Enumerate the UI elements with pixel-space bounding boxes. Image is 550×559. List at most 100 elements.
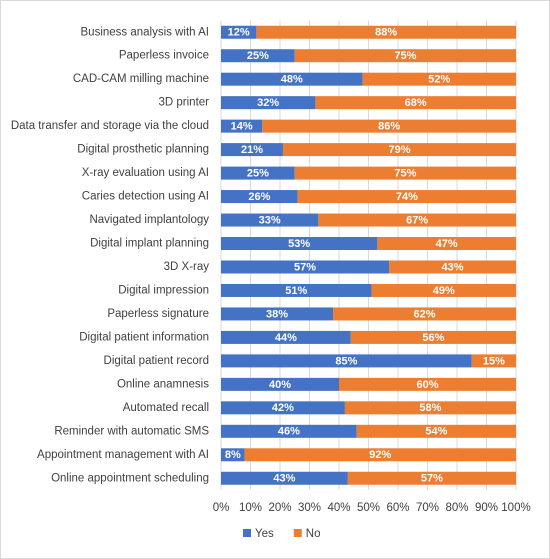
- bar-segment: [221, 283, 372, 297]
- bar-segment: [256, 25, 516, 39]
- bar-segment: [297, 190, 516, 204]
- x-tick-label: 10%: [239, 502, 262, 514]
- bar-segment: [221, 424, 357, 438]
- y-tick-label: 3D printer: [159, 97, 210, 109]
- data-label: 52%: [428, 74, 450, 86]
- y-tick-label: CAD-CAM milling machine: [73, 73, 209, 85]
- bar-segment: [221, 119, 263, 133]
- data-label: 25%: [247, 167, 269, 179]
- x-tick-label: 0%: [213, 502, 230, 514]
- x-tick-label: 90%: [475, 502, 498, 514]
- x-tick-label: 30%: [298, 502, 321, 514]
- x-tick-label: 40%: [327, 502, 350, 514]
- bar-segment: [350, 330, 516, 344]
- y-tick-label: Appointment management with AI: [37, 449, 209, 461]
- data-label: 14%: [231, 121, 253, 133]
- y-tick-label: Caries detection using AI: [82, 191, 209, 203]
- data-label: 86%: [378, 121, 400, 133]
- bar-segment: [221, 354, 472, 368]
- x-tick-label: 80%: [445, 502, 468, 514]
- bar-segment: [221, 260, 390, 274]
- data-label: 43%: [273, 473, 295, 485]
- bar-segment: [221, 143, 283, 157]
- x-tick-label: 20%: [268, 502, 291, 514]
- data-label: 54%: [425, 426, 447, 438]
- y-tick-label: X-ray evaluation using AI: [82, 167, 209, 179]
- data-label: 12%: [228, 27, 250, 39]
- bar-segment: [221, 377, 339, 391]
- bar-segment: [347, 471, 516, 485]
- data-label: 26%: [248, 191, 270, 203]
- bar-segment: [221, 237, 378, 251]
- data-label: 25%: [247, 50, 269, 62]
- y-tick-label: Digital impression: [118, 284, 209, 296]
- data-label: 38%: [266, 308, 288, 320]
- data-label: 75%: [394, 50, 416, 62]
- data-label: 68%: [405, 97, 427, 109]
- bar-segment: [221, 448, 245, 462]
- y-tick-label: Reminder with automatic SMS: [54, 425, 209, 437]
- bar-segment: [282, 143, 516, 157]
- data-label: 44%: [275, 332, 297, 344]
- y-tick-label: Digital prosthetic planning: [77, 144, 209, 156]
- y-tick-label: Paperless invoice: [119, 50, 209, 62]
- y-tick-label: Digital patient record: [104, 355, 209, 367]
- data-label: 53%: [288, 238, 310, 250]
- data-label: 49%: [433, 285, 455, 297]
- bar-segment: [244, 448, 516, 462]
- data-label: 51%: [285, 285, 307, 297]
- data-label: 43%: [442, 261, 464, 273]
- bar-segment: [294, 49, 516, 63]
- data-label: 75%: [394, 167, 416, 179]
- bar-segment: [339, 377, 516, 391]
- x-tick-label: 70%: [416, 502, 439, 514]
- bar-segment: [318, 213, 516, 227]
- bar-segment: [221, 25, 257, 39]
- bar-segment: [344, 401, 516, 415]
- y-tick-label: 3D X-ray: [164, 261, 210, 273]
- y-tick-label: Online appointment scheduling: [51, 472, 209, 484]
- data-label: 60%: [416, 379, 438, 391]
- data-label: 88%: [375, 27, 397, 39]
- y-tick-label: Paperless signature: [107, 308, 209, 320]
- bar-segment: [221, 213, 319, 227]
- x-tick-label: 100%: [501, 502, 530, 514]
- x-tick-label: 60%: [386, 502, 409, 514]
- data-label: 33%: [259, 214, 281, 226]
- data-label: 8%: [225, 449, 241, 461]
- data-label: 74%: [396, 191, 418, 203]
- data-label: 79%: [388, 144, 410, 156]
- data-label: 21%: [241, 144, 263, 156]
- bar-segment: [221, 471, 348, 485]
- bar-segment: [262, 119, 516, 133]
- bar-segment: [221, 401, 345, 415]
- data-label: 46%: [278, 426, 300, 438]
- y-tick-label: Online anamnesis: [117, 378, 209, 390]
- bar-segment: [221, 307, 334, 321]
- bar-segment: [221, 166, 295, 180]
- data-label: 57%: [294, 261, 316, 273]
- data-label: 48%: [281, 74, 303, 86]
- data-label: 67%: [406, 214, 428, 226]
- bar-segment: [362, 72, 516, 86]
- legend-label: No: [306, 528, 321, 540]
- bar-segment: [471, 354, 516, 368]
- data-label: 62%: [414, 308, 436, 320]
- bar-segment: [221, 330, 351, 344]
- y-tick-label: Automated recall: [123, 402, 209, 414]
- data-label: 56%: [422, 332, 444, 344]
- data-label: 92%: [369, 449, 391, 461]
- data-label: 57%: [421, 473, 443, 485]
- data-label: 42%: [272, 402, 294, 414]
- legend-label: Yes: [255, 528, 274, 540]
- bar-segment: [221, 49, 295, 63]
- bar-segment: [377, 237, 516, 251]
- data-label: 15%: [483, 355, 505, 367]
- y-tick-label: Navigated implantology: [89, 214, 209, 226]
- bar-segment: [221, 96, 316, 110]
- legend-swatch: [243, 529, 251, 537]
- data-label: 32%: [257, 97, 279, 109]
- x-tick-label: 50%: [357, 502, 380, 514]
